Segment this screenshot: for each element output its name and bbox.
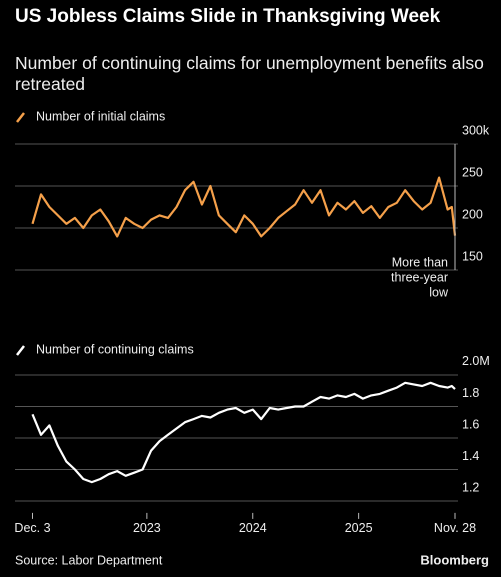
y-tick-label: 2.0M <box>462 354 490 368</box>
y-tick-label: 1.8 <box>462 386 479 400</box>
x-tick-label: 2024 <box>239 521 267 535</box>
y-tick-label: 200 <box>462 207 483 221</box>
y-tick-label: 250 <box>462 165 483 179</box>
x-tick-label: Nov. 28 <box>434 521 476 535</box>
y-tick-label: 150 <box>462 249 483 263</box>
legend-marker <box>16 112 25 123</box>
x-tick-label: 2023 <box>133 521 161 535</box>
legend-label: Number of initial claims <box>36 109 165 123</box>
subtitle: Number of continuing claims for unemploy… <box>15 53 484 94</box>
x-tick-label: Dec. 3 <box>14 521 50 535</box>
x-tick-label: 2025 <box>345 521 373 535</box>
annotation: More than <box>392 255 448 269</box>
brand: Bloomberg <box>420 552 489 567</box>
y-tick-label: 1.6 <box>462 417 479 431</box>
title: US Jobless Claims Slide in Thanksgiving … <box>15 6 441 27</box>
y-tick-label: 300k <box>462 123 490 137</box>
annotation: low <box>429 285 449 299</box>
y-tick-label: 1.2 <box>462 480 479 494</box>
legend-label: Number of continuing claims <box>36 342 194 356</box>
annotation: three-year <box>391 270 448 284</box>
series-line <box>31 176 457 238</box>
series-line <box>31 381 456 484</box>
source: Source: Labor Department <box>15 553 163 567</box>
legend-marker <box>16 345 25 356</box>
y-tick-label: 1.4 <box>462 449 479 463</box>
